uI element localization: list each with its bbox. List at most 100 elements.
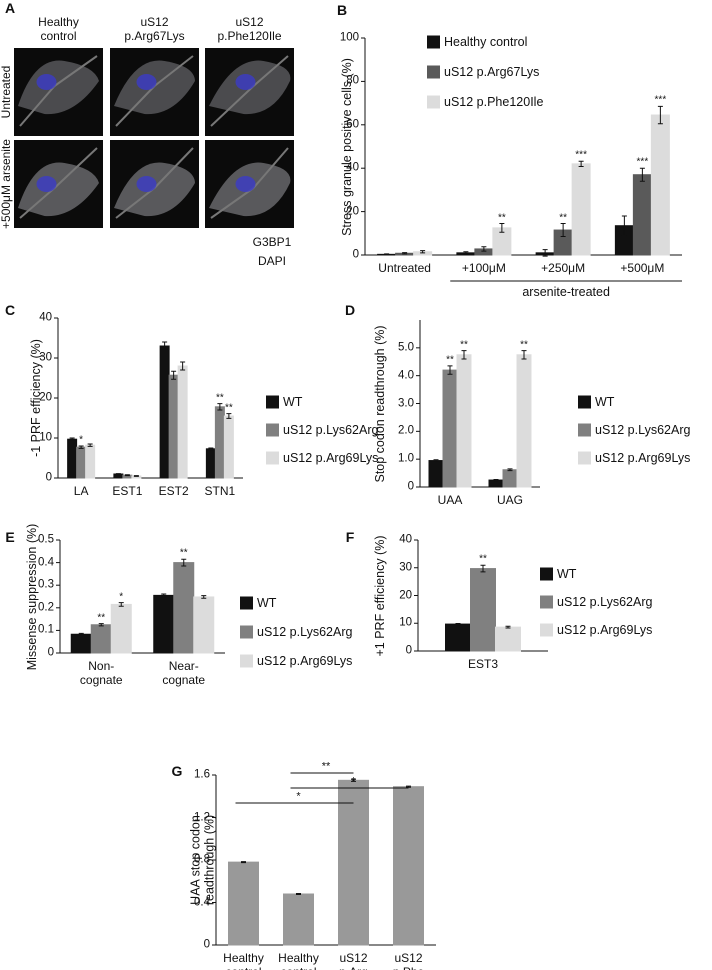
bar bbox=[159, 345, 170, 479]
cell-process bbox=[210, 55, 289, 127]
error-bar bbox=[463, 251, 469, 255]
x-tick-label: LA bbox=[73, 484, 89, 498]
x-tick-label: uS12 p.Arg 67Lys bbox=[339, 951, 368, 970]
error-bar bbox=[171, 370, 177, 380]
nucleus bbox=[235, 176, 256, 192]
bar bbox=[193, 596, 215, 654]
legend-swatch bbox=[427, 35, 440, 49]
error-bar bbox=[351, 778, 356, 782]
significance: ** bbox=[215, 391, 224, 403]
legend-swatch bbox=[540, 595, 553, 609]
legend-swatch bbox=[427, 65, 440, 79]
y-tick-label: 30 bbox=[39, 351, 52, 364]
bar bbox=[173, 562, 195, 654]
y-tick-label: 10 bbox=[39, 431, 52, 444]
legend-swatch bbox=[266, 395, 279, 409]
bar bbox=[110, 603, 132, 654]
error-bar bbox=[433, 459, 439, 462]
x-tick-label: UAA bbox=[437, 493, 463, 507]
error-bar bbox=[217, 403, 223, 411]
column-label: uS12 p.Phe120Ile bbox=[217, 15, 282, 43]
error-bar bbox=[201, 595, 207, 599]
y-tick-label: 30 bbox=[399, 561, 412, 574]
bar bbox=[214, 406, 225, 479]
error-bar bbox=[480, 564, 486, 573]
error-bar bbox=[639, 167, 645, 182]
legend-label: WT bbox=[557, 566, 577, 581]
legend-label: uS12 p.Arg69Lys bbox=[283, 450, 379, 465]
y-tick-label: 60 bbox=[346, 118, 359, 131]
significance: *** bbox=[654, 94, 667, 106]
y-tick-label: 4.0 bbox=[398, 369, 414, 382]
error-bar bbox=[226, 413, 232, 419]
error-bar bbox=[124, 474, 130, 477]
bar bbox=[393, 786, 424, 946]
y-tick-label: 0.8 bbox=[194, 853, 210, 866]
legend-label: uS12 p.Lys62Arg bbox=[595, 422, 691, 437]
y-tick-label: 40 bbox=[399, 533, 412, 546]
nucleus bbox=[36, 176, 57, 192]
error-bar bbox=[69, 437, 75, 441]
stain-label: DAPI bbox=[257, 254, 287, 269]
bar bbox=[516, 354, 532, 488]
error-bar bbox=[384, 253, 390, 256]
legend-label: Healthy control bbox=[444, 34, 528, 49]
legend-swatch bbox=[266, 451, 279, 465]
x-tick-label: uS12 p.Phe 120Ile bbox=[393, 951, 424, 970]
bar bbox=[76, 446, 87, 479]
cell-process bbox=[115, 147, 194, 219]
significance: ** bbox=[460, 338, 468, 350]
legend-label: uS12 p.Arg69Lys bbox=[595, 450, 691, 465]
group-label: arsenite-treated bbox=[522, 284, 610, 299]
legend-label: uS12 p.Phe120Ile bbox=[444, 94, 544, 109]
stain-label: G3BP1 bbox=[252, 235, 292, 250]
legend-swatch bbox=[240, 625, 253, 639]
bar bbox=[445, 623, 471, 652]
error-bar bbox=[455, 623, 461, 626]
bar bbox=[153, 594, 175, 654]
significance: ** bbox=[446, 354, 454, 366]
bar bbox=[67, 438, 78, 479]
error-bar bbox=[118, 602, 124, 607]
y-tick-label: 5.0 bbox=[398, 341, 414, 354]
legend-swatch bbox=[540, 623, 553, 637]
x-tick-label: EST3 bbox=[467, 657, 499, 671]
bar bbox=[495, 626, 521, 652]
error-bar bbox=[115, 473, 121, 475]
significance: * bbox=[119, 590, 124, 602]
legend-swatch bbox=[240, 654, 253, 668]
panel-letter: B bbox=[336, 1, 348, 18]
bar bbox=[70, 633, 92, 654]
significance: ** bbox=[520, 338, 528, 350]
error-bar bbox=[657, 105, 663, 125]
cell-process bbox=[115, 55, 194, 127]
panel-letter: C bbox=[4, 301, 16, 318]
bar bbox=[338, 779, 369, 946]
significance: ** bbox=[224, 401, 233, 413]
error-bar bbox=[493, 478, 499, 482]
row-label: +500μM arsenite bbox=[0, 139, 14, 229]
bar bbox=[456, 354, 472, 488]
cell-body bbox=[18, 60, 99, 115]
legend-swatch bbox=[578, 395, 591, 409]
y-tick-label: 0 bbox=[407, 480, 414, 493]
legend-label: uS12 p.Arg69Lys bbox=[557, 622, 653, 637]
significance: * bbox=[296, 790, 301, 803]
legend-label: WT bbox=[283, 394, 303, 409]
panel-letter: G bbox=[171, 762, 183, 779]
error-bar bbox=[133, 475, 139, 477]
bar bbox=[205, 448, 216, 479]
legend-label: WT bbox=[595, 394, 615, 409]
bar bbox=[223, 415, 234, 479]
row-label: Untreated bbox=[0, 65, 14, 119]
significance: *** bbox=[575, 149, 587, 161]
significance: * bbox=[351, 775, 356, 788]
cell-process bbox=[19, 147, 98, 219]
bar bbox=[85, 444, 96, 479]
x-tick-label: +100μM bbox=[461, 261, 506, 275]
column-label: uS12 p.Arg67Lys bbox=[124, 15, 185, 43]
panel-letter: F bbox=[345, 528, 355, 545]
x-tick-label: EST1 bbox=[112, 484, 143, 498]
error-bar bbox=[78, 632, 84, 636]
